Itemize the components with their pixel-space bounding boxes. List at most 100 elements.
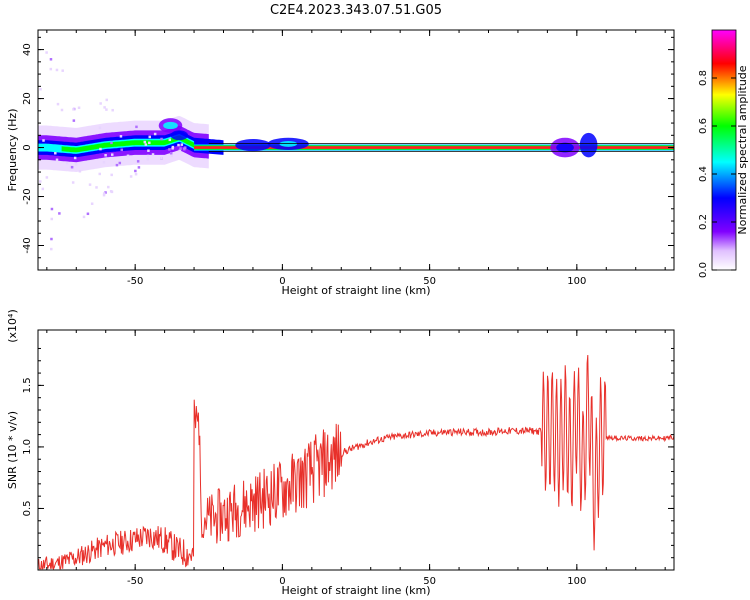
heatmap-noise bbox=[134, 169, 137, 173]
colorbar-label: Normalized spectral amplitude bbox=[736, 65, 749, 234]
colorbar-gradient bbox=[711, 29, 737, 271]
spectrogram-xlabel: Height of straight line (km) bbox=[281, 284, 430, 297]
heatmap-blob-8 bbox=[579, 132, 598, 158]
heatmap-noise bbox=[110, 173, 113, 177]
heatmap-noise bbox=[180, 143, 184, 146]
heatmap-noise bbox=[49, 67, 53, 71]
snr-ticks: -50 0 50 100 0.5 1.0 1.5 bbox=[22, 330, 674, 587]
heatmap-noise bbox=[170, 154, 174, 158]
heatmap-noise bbox=[179, 147, 182, 150]
heatmap-noise bbox=[72, 119, 76, 122]
heatmap-noise bbox=[50, 237, 53, 241]
heatmap-noise bbox=[72, 108, 75, 111]
spectrogram-ticks: -50 0 50 100 -40 -20 0 20 40 bbox=[22, 30, 674, 287]
heatmap-noise bbox=[135, 125, 138, 129]
heatmap-noise bbox=[151, 153, 155, 156]
snr-panel: -50 0 50 100 0.5 1.0 1.5 Height of straight li… bbox=[6, 309, 675, 597]
heatmap-noise bbox=[70, 165, 74, 169]
heatmap-noise bbox=[104, 154, 107, 157]
heatmap-noise bbox=[111, 108, 114, 112]
heatmap-noise bbox=[102, 193, 106, 197]
heatmap-noise bbox=[144, 143, 148, 146]
heatmap-noise bbox=[146, 157, 150, 161]
heatmap-noise bbox=[183, 146, 187, 149]
heatmap-noise bbox=[168, 138, 172, 142]
heatmap-noise bbox=[109, 190, 113, 193]
snr-xtick-label: -50 bbox=[127, 576, 143, 587]
heatmap-noise bbox=[105, 108, 108, 111]
heatmap-noise bbox=[41, 187, 45, 191]
heatmap-noise bbox=[50, 217, 54, 221]
heatmap-noise bbox=[98, 126, 102, 130]
snr-xtick-label: 50 bbox=[423, 576, 436, 587]
spectrogram-xtick-label: -50 bbox=[127, 276, 143, 287]
snr-xtick-label: 0 bbox=[279, 576, 285, 587]
heatmap-noise bbox=[99, 147, 102, 151]
heatmap-noise bbox=[60, 108, 64, 112]
colorbar-ticks: 0.0 0.2 0.4 0.6 0.8 bbox=[698, 70, 736, 278]
spectrogram-ytick-label: -40 bbox=[22, 237, 33, 253]
heatmap-noise bbox=[88, 183, 92, 186]
heatmap-blob-2 bbox=[170, 130, 189, 141]
snr-line-layer bbox=[38, 354, 674, 570]
colorbar-tick-label: 0.8 bbox=[698, 70, 709, 86]
heatmap-blob-7 bbox=[556, 142, 574, 153]
heatmap-noise bbox=[49, 58, 53, 61]
spectrogram-panel: -50 0 50 100 -40 -20 0 20 40 Height of straight … bbox=[6, 29, 675, 297]
heatmap-noise bbox=[82, 215, 86, 219]
heatmap-noise bbox=[119, 135, 123, 138]
heatmap-noise bbox=[107, 185, 110, 189]
heatmap-noise bbox=[55, 68, 59, 72]
heatmap-noise bbox=[110, 153, 114, 156]
colorbar-tick-label: 0.6 bbox=[698, 118, 709, 134]
heatmap-noise bbox=[50, 247, 53, 251]
colorbar-tick-label: 0.4 bbox=[698, 166, 709, 182]
heatmap-noise bbox=[160, 156, 163, 160]
heatmap-noise bbox=[86, 212, 90, 216]
figure-title: C2E4.2023.343.07.51.G05 bbox=[270, 3, 442, 18]
heatmap-band-left-4 bbox=[61, 135, 195, 153]
heatmap-noise bbox=[178, 149, 182, 153]
spectrogram-heatmap bbox=[38, 51, 674, 251]
heatmap-noise bbox=[95, 186, 98, 189]
heatmap-noise bbox=[143, 140, 147, 144]
heatmap-noise bbox=[56, 102, 60, 106]
heatmap-noise bbox=[99, 102, 102, 105]
heatmap-noise bbox=[148, 135, 152, 139]
heatmap-noise bbox=[50, 207, 54, 211]
heatmap-noise bbox=[115, 163, 119, 167]
heatmap-noise bbox=[169, 151, 173, 155]
heatmap-blob-3 bbox=[235, 138, 271, 152]
heatmap-noise bbox=[146, 154, 150, 158]
snr-frame bbox=[37, 329, 675, 571]
heatmap-noise bbox=[148, 141, 151, 145]
heatmap-noise bbox=[39, 180, 42, 183]
heatmap-noise bbox=[147, 149, 150, 152]
heatmap-blob-1 bbox=[163, 121, 178, 130]
snr-ytick-label: 1.0 bbox=[22, 439, 33, 455]
heatmap-noise bbox=[102, 192, 106, 195]
heatmap-noise bbox=[61, 69, 64, 72]
heatmap-noise bbox=[73, 156, 77, 160]
heatmap-noise bbox=[54, 151, 57, 155]
heatmap-noise bbox=[134, 172, 138, 176]
heatmap-noise bbox=[103, 106, 106, 109]
heatmap-noise bbox=[168, 148, 171, 151]
spectrogram-xtick-label: 50 bbox=[423, 276, 436, 287]
heatmap-noise bbox=[74, 163, 78, 166]
spectrogram-xtick-label: 0 bbox=[279, 276, 285, 287]
spectrogram-ytick-label: 0 bbox=[22, 144, 33, 150]
heatmap-noise bbox=[45, 176, 49, 179]
snr-xtick-label: 100 bbox=[567, 576, 586, 587]
spectrogram-xtick-label: 100 bbox=[567, 276, 586, 287]
colorbar-tick-label: 0.0 bbox=[698, 262, 709, 278]
spectrogram-ylabel: Frequency (Hz) bbox=[6, 109, 19, 192]
heatmap-noise bbox=[160, 137, 163, 141]
heatmap-noise bbox=[98, 172, 101, 176]
heatmap-noise bbox=[137, 166, 141, 169]
heatmap-noise bbox=[104, 191, 107, 194]
heatmap-noise bbox=[55, 158, 59, 162]
heatmap-noise bbox=[105, 98, 108, 102]
snr-ylabel: SNR (10 * v/v) bbox=[6, 411, 19, 489]
